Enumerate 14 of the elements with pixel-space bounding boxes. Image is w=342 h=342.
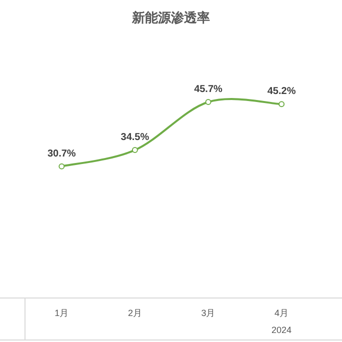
x-tick-label: 3月 (201, 308, 216, 318)
data-label: 30.7% (47, 148, 76, 160)
point (278, 101, 285, 108)
data-label: 45.2% (267, 86, 296, 98)
x-axis-title: 2024 (272, 325, 292, 335)
x-tick-label: 1月 (54, 308, 69, 318)
data-label: 45.7% (194, 84, 223, 95)
point (58, 163, 65, 170)
point (132, 147, 138, 154)
data-label: 34.5% (120, 132, 150, 144)
chart-title: 新能源渗透率 (131, 10, 210, 25)
point (205, 99, 212, 105)
x-tick-label: 4月 (274, 308, 289, 318)
x-tick-label: 2月 (128, 308, 142, 318)
